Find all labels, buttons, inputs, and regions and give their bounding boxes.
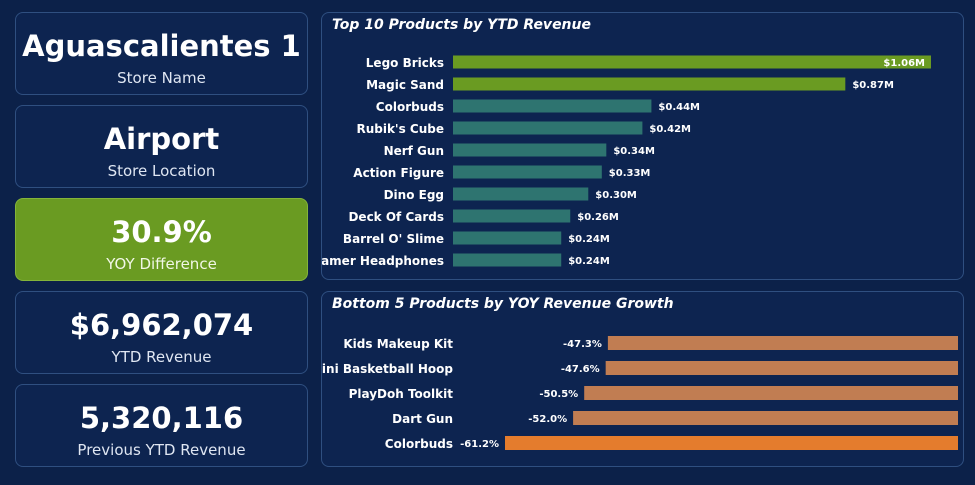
data-label: $0.30M (595, 190, 637, 201)
store-name-card: Aguascalientes 1 Store Name (15, 12, 308, 95)
bar (605, 361, 958, 375)
category-label: Deck Of Cards (348, 210, 444, 224)
category-label: Barrel O' Slime (343, 232, 444, 246)
bar (453, 231, 562, 245)
data-label: $0.34M (613, 146, 655, 157)
bottom-products-panel: Bottom 5 Products by YOY Revenue Growth … (321, 291, 964, 467)
data-label: $0.42M (649, 124, 691, 135)
bar (453, 99, 652, 113)
category-label: Dino Egg (384, 188, 444, 202)
data-label: -47.6% (561, 364, 600, 375)
data-label: $1.06M (883, 58, 925, 69)
bar (584, 386, 958, 400)
top-products-title: Top 10 Products by YTD Revenue (332, 17, 591, 33)
category-label: Dart Gun (392, 412, 453, 426)
data-label: -61.2% (460, 439, 499, 450)
store-location-label: Store Location (107, 162, 216, 180)
bar (453, 187, 589, 201)
bar (453, 121, 643, 135)
ytd-revenue-card: $6,962,074 YTD Revenue (15, 291, 308, 374)
top-products-chart: Lego Bricks $1.06M Magic Sand $0.87M Colorbu… (322, 55, 931, 268)
category-label: Colorbuds (376, 100, 444, 114)
bar (453, 143, 607, 157)
bar (453, 77, 846, 91)
ytd-revenue-label: YTD Revenue (111, 348, 212, 366)
data-label: -47.3% (563, 339, 602, 350)
bottom-products-chart: Kids Makeup Kit -47.3% Mini Basketball Hoo… (322, 336, 958, 451)
yoy-difference-label: YOY Difference (106, 255, 217, 273)
data-label: $0.33M (609, 168, 651, 179)
data-label: $0.24M (568, 234, 610, 245)
previous-ytd-revenue-card: 5,320,116 Previous YTD Revenue (15, 384, 308, 467)
category-label: Nerf Gun (384, 144, 444, 158)
data-label: $0.44M (658, 102, 700, 113)
bar (505, 436, 958, 450)
category-label: Magic Sand (366, 78, 444, 92)
top-products-panel: Top 10 Products by YTD Revenue Lego Bric… (321, 12, 964, 280)
ytd-revenue-value: $6,962,074 (69, 308, 254, 342)
category-label: Kids Makeup Kit (343, 337, 453, 351)
store-name-value: Aguascalientes 1 (22, 29, 301, 63)
store-location-card: Airport Store Location (15, 105, 308, 188)
category-label: Gamer Headphones (322, 254, 444, 268)
bottom-products-title: Bottom 5 Products by YOY Revenue Growth (332, 296, 674, 312)
previous-ytd-revenue-label: Previous YTD Revenue (77, 441, 246, 459)
store-location-value: Airport (103, 122, 220, 156)
bar (453, 55, 931, 69)
data-label: -52.0% (528, 414, 567, 425)
bar (607, 336, 958, 350)
bar (453, 165, 602, 179)
category-label: Colorbuds (385, 437, 453, 451)
category-label: PlayDoh Toolkit (349, 387, 454, 401)
bar (573, 411, 958, 425)
store-name-label: Store Name (117, 69, 206, 87)
bar (453, 253, 562, 267)
data-label: $0.24M (568, 256, 610, 267)
data-label: $0.26M (577, 212, 619, 223)
category-label: Action Figure (353, 166, 444, 180)
data-label: $0.87M (852, 80, 894, 91)
category-label: Lego Bricks (366, 56, 444, 70)
category-label: Mini Basketball Hoop (322, 362, 453, 376)
category-label: Rubik's Cube (356, 122, 444, 136)
data-label: -50.5% (539, 389, 578, 400)
previous-ytd-revenue-value: 5,320,116 (79, 401, 244, 435)
bar (453, 209, 571, 223)
yoy-difference-card: 30.9% YOY Difference (15, 198, 308, 281)
yoy-difference-value: 30.9% (111, 215, 212, 249)
